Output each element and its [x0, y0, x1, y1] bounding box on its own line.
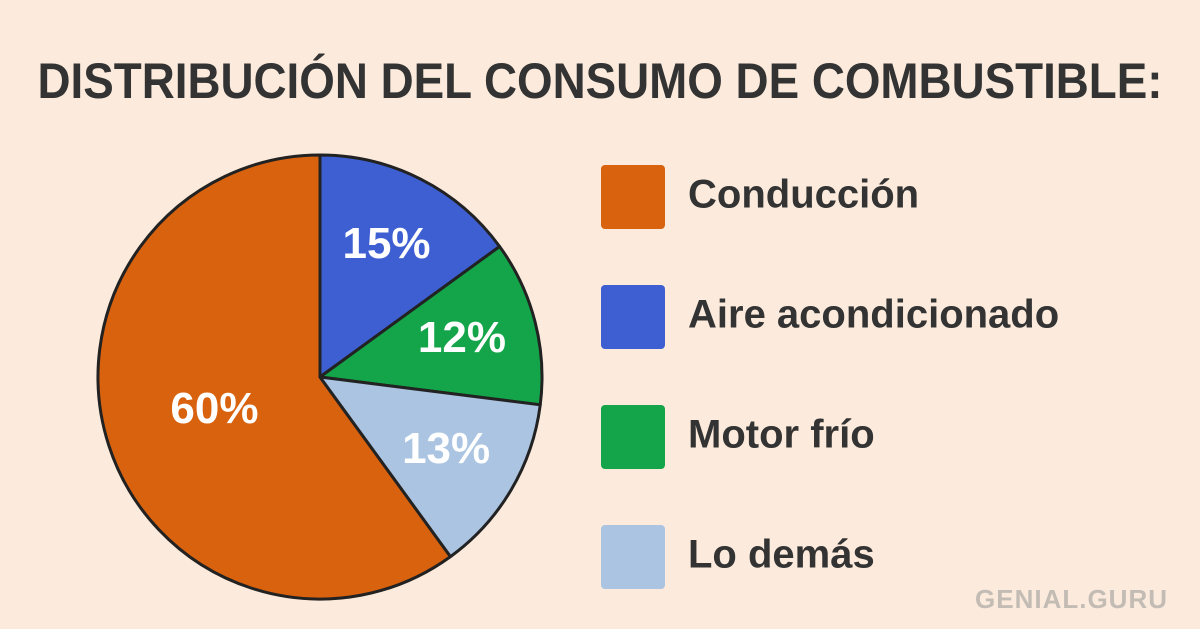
- legend-text: Motor frío: [688, 413, 875, 457]
- legend-swatch: [601, 405, 665, 469]
- pie-slice: [318, 375, 542, 559]
- legend-text: Lo demás: [688, 533, 875, 577]
- chart-title: DISTRIBUCIÓN DEL CONSUMO DE COMBUSTIBLE:: [38, 53, 1163, 109]
- legend-text: Aire acondicionado: [688, 293, 1059, 337]
- legend-swatch: [601, 165, 665, 229]
- pie-slice: [318, 153, 502, 379]
- value-label: 13%: [402, 424, 490, 473]
- legend-swatch: [601, 525, 665, 589]
- legend-swatch: [601, 285, 665, 349]
- watermark: GENIAL.GURU: [975, 584, 1168, 614]
- pie-slice: [96, 153, 452, 601]
- pie-slice: [318, 245, 544, 407]
- legend-text: Conducción: [688, 173, 919, 217]
- value-label: 60%: [170, 384, 258, 433]
- value-label: 12%: [418, 313, 506, 362]
- value-label: 15%: [342, 219, 430, 268]
